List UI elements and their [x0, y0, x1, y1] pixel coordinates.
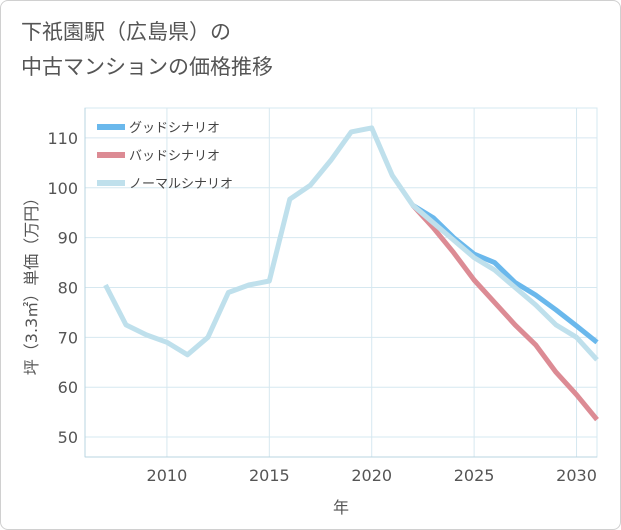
series-line-normal	[103, 125, 599, 362]
y-tick-label: 100	[47, 179, 78, 198]
y-tick-label: 60	[58, 378, 78, 397]
y-tick-label: 70	[58, 328, 78, 347]
series-lines	[103, 125, 599, 422]
x-tick-label: 2010	[147, 466, 188, 485]
y-tick-label: 110	[47, 129, 78, 148]
series-line-bad	[410, 203, 599, 422]
y-axis-label: 坪（3.3㎡）単価（万円）	[22, 190, 41, 375]
legend-label-normal: ノーマルシナリオ	[129, 177, 233, 192]
title-line-2: 中古マンションの価格推移	[21, 55, 273, 79]
y-tick-label: 80	[58, 278, 78, 297]
title-line-1: 下祇園駅（広島県）の	[21, 20, 231, 44]
series-line-good	[411, 203, 599, 345]
x-tick-label: 2025	[454, 466, 495, 485]
y-tick-label: 90	[58, 229, 78, 248]
x-tick-label: 2030	[556, 466, 597, 485]
x-tick-label: 2020	[351, 466, 392, 485]
legend-label-good: グッドシナリオ	[129, 121, 220, 136]
page-title: 下祇園駅（広島県）の 中古マンションの価格推移	[21, 15, 273, 85]
axes: 50 60 70 80 90 100 110 2010 2015 2020 2025 2030	[47, 108, 597, 485]
y-tick-label: 50	[58, 428, 78, 447]
x-axis-label: 年	[333, 498, 349, 517]
legend-label-bad: バッドシナリオ	[129, 149, 220, 164]
x-tick-label: 2015	[249, 466, 290, 485]
